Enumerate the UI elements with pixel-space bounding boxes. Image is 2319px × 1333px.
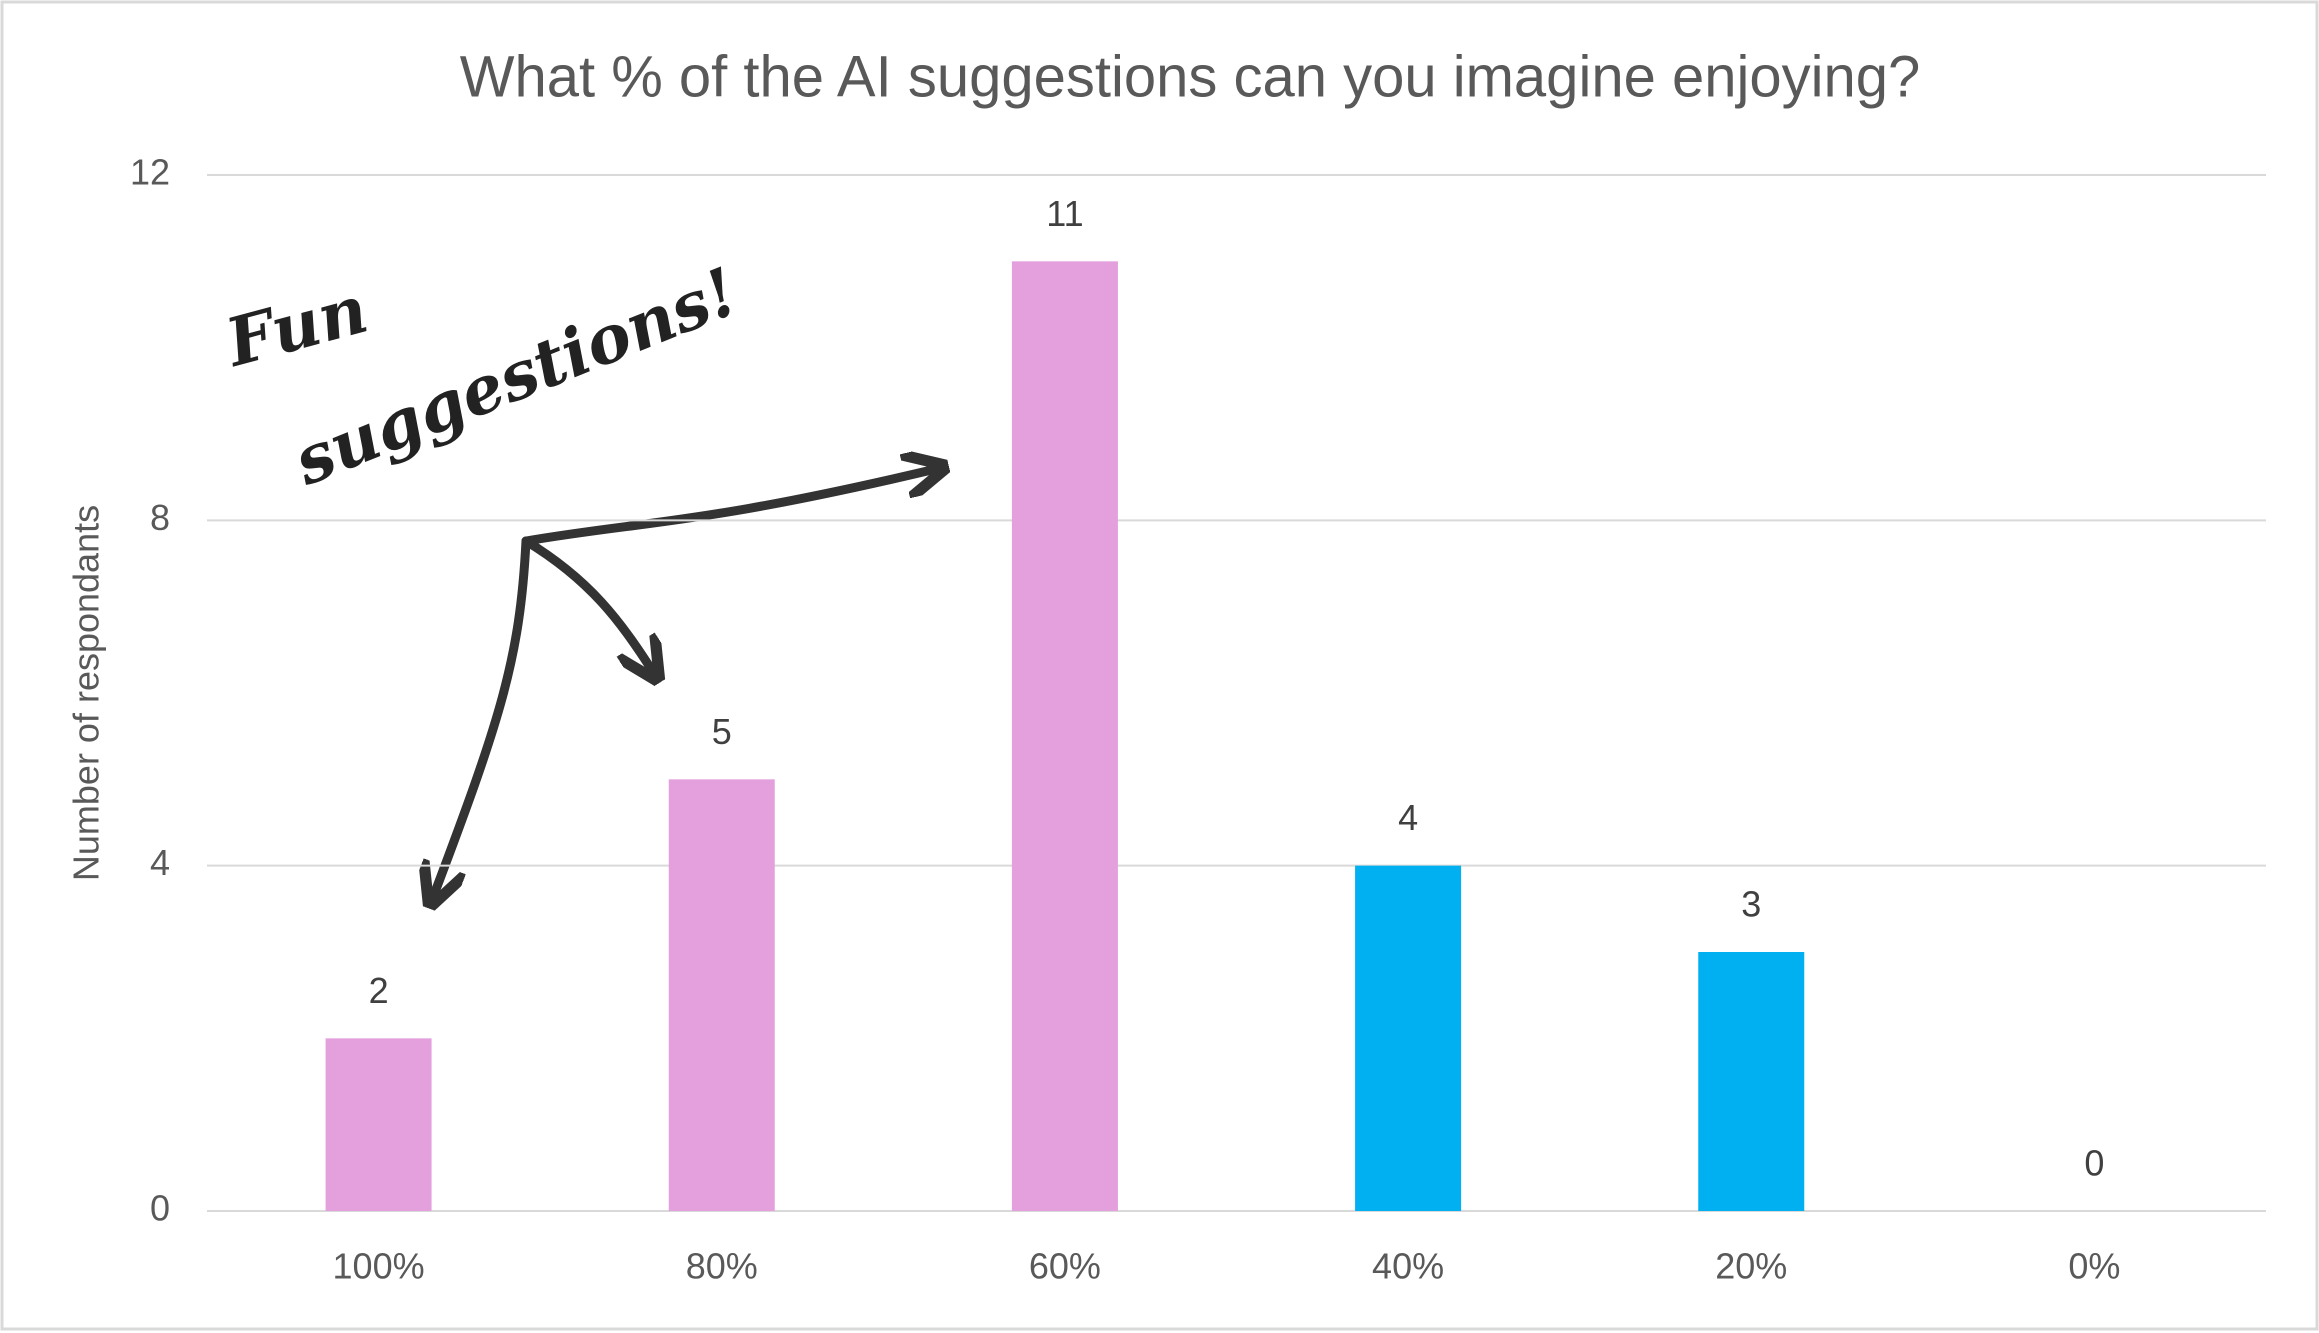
data-label: 2 [369, 970, 389, 1011]
y-tick-label: 12 [130, 152, 170, 193]
arrow [432, 536, 531, 900]
chart-title: What % of the AI suggestions can you ima… [460, 44, 1921, 109]
arrow [521, 536, 655, 675]
data-label: 4 [1398, 797, 1418, 838]
data-label: 5 [712, 711, 732, 752]
bar [1011, 261, 1118, 1211]
annotation-arrows [432, 468, 940, 900]
x-tick-label: 80% [686, 1246, 758, 1287]
y-tick-label: 0 [150, 1188, 170, 1229]
bar [325, 1038, 432, 1211]
bar [1355, 865, 1462, 1211]
bar [668, 779, 775, 1211]
arrow [521, 468, 940, 546]
x-tick-label: 60% [1029, 1246, 1101, 1287]
x-tick-label: 40% [1372, 1246, 1444, 1287]
data-label: 11 [1046, 193, 1083, 234]
y-tick-label: 4 [150, 842, 170, 883]
data-label: 0 [2084, 1143, 2104, 1184]
y-axis-label: Number of respondants [66, 505, 107, 881]
data-label: 3 [1741, 884, 1761, 925]
x-tick-label: 0% [2068, 1246, 2120, 1287]
x-tick-label: 20% [1715, 1246, 1787, 1287]
bar [1698, 952, 1805, 1211]
x-tick-label: 100% [333, 1246, 425, 1287]
y-tick-label: 8 [150, 497, 170, 538]
